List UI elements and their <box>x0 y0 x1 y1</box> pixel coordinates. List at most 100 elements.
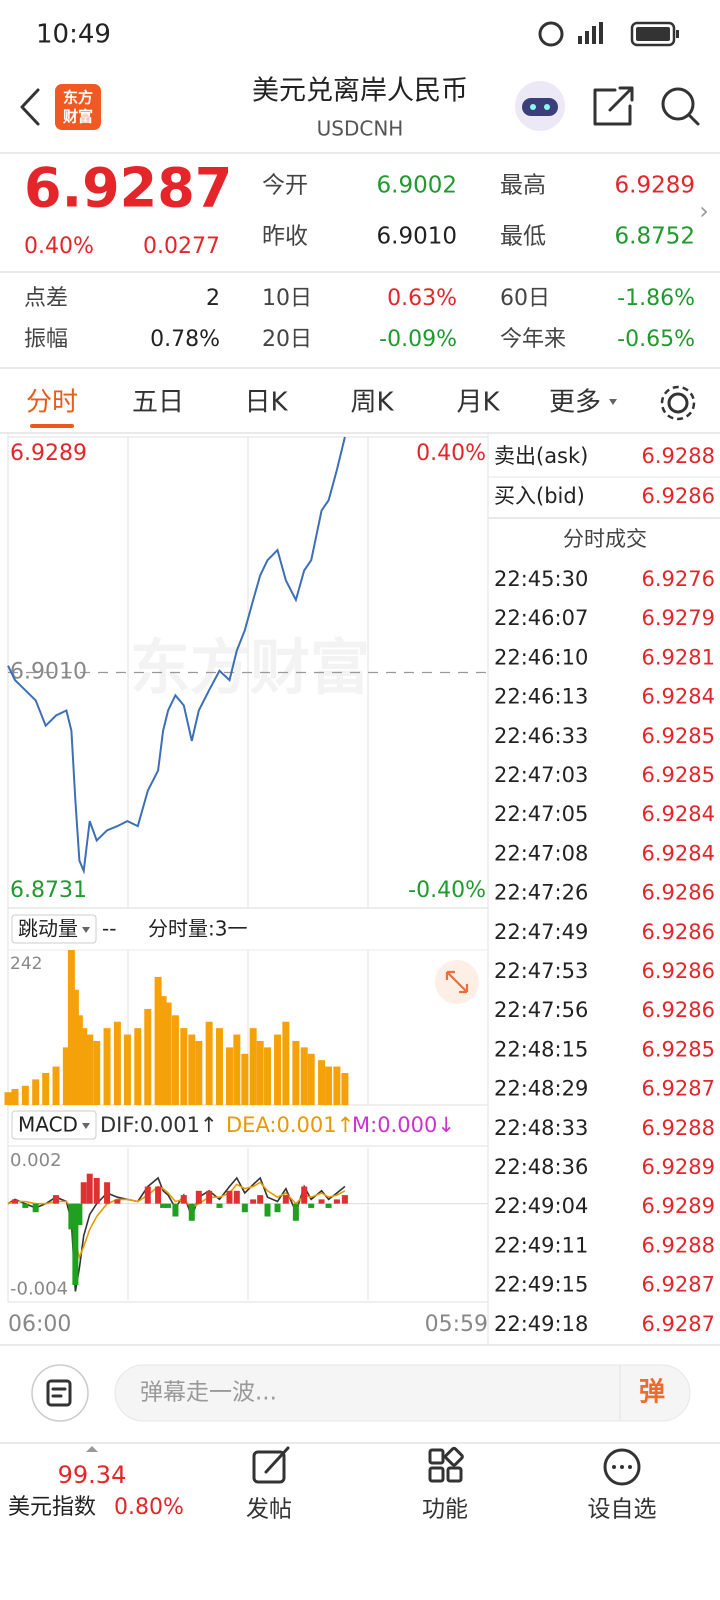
legend-entry: DIF:0.001↑ <box>100 1113 218 1137</box>
indicator-selector[interactable] <box>11 1110 97 1140</box>
macd-bar <box>257 1195 264 1204</box>
volume-bar <box>32 1079 40 1105</box>
volume-bar <box>11 1088 19 1105</box>
volume-bar <box>215 1028 223 1105</box>
macd-bar <box>188 1203 195 1221</box>
watermark: 东方财富 <box>130 634 370 704</box>
macd-bar <box>333 1199 340 1204</box>
danmaku-button[interactable]: 弹 <box>639 1378 665 1408</box>
macd-chart: -0.004 0.002 DIF:0.001↑ DEA:0.001↑M:0.000↓ <box>7 1113 488 1299</box>
logo-text: 财富 <box>63 108 93 126</box>
share-button[interactable] <box>593 86 634 126</box>
macd-bar <box>93 1177 100 1204</box>
macd-bar <box>114 1199 121 1204</box>
tab[interactable]: 日K <box>244 388 288 418</box>
trade-time: 22:46:10 <box>494 645 588 669</box>
comment-input[interactable] <box>114 1364 691 1422</box>
more-arrow[interactable]: › <box>699 197 709 225</box>
trade-time: 22:47:08 <box>494 841 588 865</box>
y2-tick-label: -0.40% <box>408 878 486 903</box>
volume-bar <box>256 1040 264 1105</box>
metric-value: 0.63% <box>387 286 457 311</box>
tab-indicator <box>30 424 74 428</box>
trade-time: 22:47:26 <box>494 881 588 905</box>
time-axis: 06:00 05:59 <box>8 1312 488 1337</box>
trade-price: 6.9284 <box>642 841 715 865</box>
volume-bar <box>282 1021 290 1105</box>
expand-button[interactable] <box>435 960 479 1004</box>
dropdown-caret <box>82 1123 90 1129</box>
logo <box>55 84 101 130</box>
volume-selector[interactable] <box>11 914 97 944</box>
y-tick-label: 0.002 <box>10 1150 62 1171</box>
assistant-avatar[interactable] <box>515 81 565 131</box>
volume-bar <box>103 1028 111 1105</box>
volume-bar <box>154 976 162 1105</box>
tab[interactable]: 更多 <box>549 388 601 418</box>
trade-price: 6.9285 <box>642 1037 715 1061</box>
trade-time: 22:48:36 <box>494 1155 588 1179</box>
tab[interactable]: 五日 <box>132 388 184 418</box>
volume-bar <box>67 950 75 1105</box>
price-chart: 6.8731 6.9010 6.9289 -0.40% 0.40% <box>7 436 488 909</box>
logo-text: 东方 <box>63 89 93 107</box>
period-tabs: 分时 五日 日K 周K 月K 更多 <box>26 388 617 428</box>
index-value[interactable]: 99.34 <box>58 1461 127 1489</box>
index-change[interactable]: 0.80% <box>114 1495 184 1520</box>
nav-item[interactable]: 功能 <box>422 1497 468 1523</box>
macd-bar <box>241 1203 248 1213</box>
volume-bar <box>318 1060 326 1105</box>
nav-item[interactable]: 发帖 <box>246 1497 292 1523</box>
volume-bar <box>80 1028 88 1105</box>
macd-bar <box>318 1199 325 1204</box>
volume-bar <box>300 1047 308 1105</box>
function-icon <box>428 1446 464 1483</box>
macd-bar <box>72 1203 79 1286</box>
stat-value: 6.9010 <box>377 224 457 250</box>
metric-label: 今年来 <box>500 327 566 352</box>
search-button[interactable] <box>661 87 700 126</box>
trade-price: 6.9286 <box>642 998 715 1022</box>
volume-selector-text: 跳动量 <box>18 917 78 941</box>
macd-bar <box>22 1203 29 1208</box>
comment-settings-button[interactable] <box>31 1364 89 1422</box>
volume-bar <box>21 1085 29 1105</box>
dropdown-caret <box>82 927 90 933</box>
macd-bar <box>172 1203 179 1217</box>
trade-list: 22:45:30 6.9276 22:46:07 6.9279 22:46:10 6.92… <box>494 567 715 1336</box>
book-price: 6.9288 <box>642 444 715 468</box>
stat-label: 最高 <box>500 173 546 199</box>
y-tick-label: 6.8731 <box>10 878 87 903</box>
indicator-selector-text: MACD <box>18 1113 78 1137</box>
volume-bar <box>62 1047 70 1105</box>
change-amount: 0.0277 <box>143 234 220 259</box>
index-name[interactable]: 美元指数 <box>8 1495 96 1520</box>
volume-bar <box>325 1066 333 1105</box>
macd-bar <box>226 1190 233 1204</box>
macd-bar <box>233 1190 240 1204</box>
volume-bar <box>180 1028 188 1105</box>
trade-price: 6.9279 <box>642 606 715 630</box>
legend-entry: DEA:0.001↑ <box>226 1113 354 1137</box>
volume-label: 分时量:3一 <box>148 917 247 941</box>
trade-time: 22:47:49 <box>494 920 588 944</box>
macd-bar <box>80 1182 87 1204</box>
macd-bar <box>274 1203 281 1213</box>
trade-price: 6.9289 <box>642 1194 715 1218</box>
order-book: 卖出(ask) 6.9288 买入(bid) 6.9286 <box>488 444 720 508</box>
tab[interactable]: 月K <box>456 388 500 418</box>
volume-bar <box>205 1021 213 1105</box>
back-button[interactable] <box>20 88 40 126</box>
trade-time: 22:49:04 <box>494 1194 588 1218</box>
trade-price: 6.9285 <box>642 763 715 787</box>
settings-button[interactable] <box>660 385 696 421</box>
tab[interactable]: 周K <box>350 388 394 418</box>
watchlist-icon <box>603 1448 641 1486</box>
metric-value: 2 <box>206 286 220 311</box>
trade-price: 6.9287 <box>642 1312 715 1336</box>
tab[interactable]: 分时 <box>26 388 78 418</box>
book-label: 买入(bid) <box>494 484 585 508</box>
macd-bar <box>308 1203 315 1208</box>
nav-item[interactable]: 设自选 <box>588 1497 657 1523</box>
volume-bar <box>144 1008 152 1105</box>
